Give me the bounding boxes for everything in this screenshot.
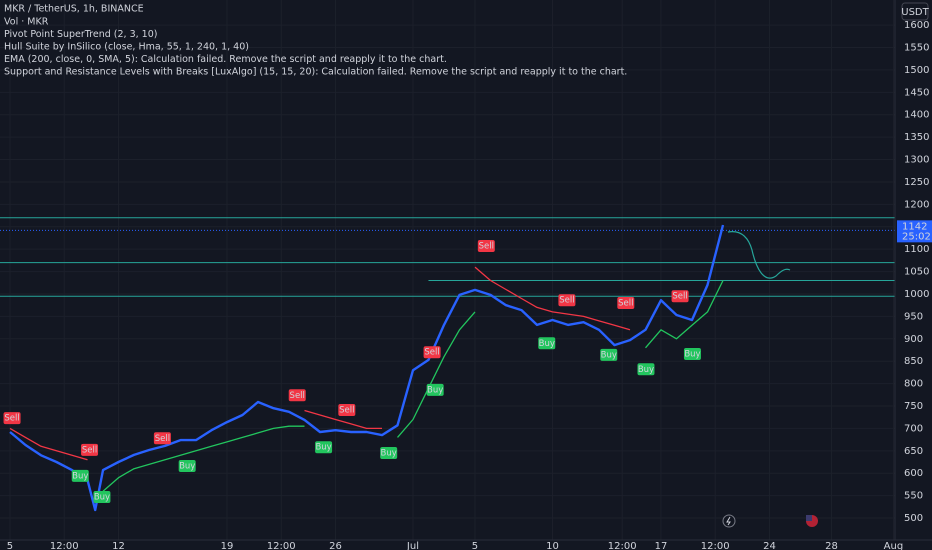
signal-text: Sell <box>618 298 633 308</box>
x-tick-label: 24 <box>763 541 776 550</box>
y-tick-label: 850 <box>904 356 923 367</box>
x-tick-label: 12:00 <box>608 541 637 550</box>
signal-label <box>600 348 618 361</box>
currency: USDT <box>901 7 929 18</box>
signal-text: Sell <box>339 406 354 416</box>
x-tick-label: 28 <box>825 541 838 550</box>
y-tick-label: 600 <box>904 468 923 479</box>
signal-text: Buy <box>427 385 443 395</box>
countdown: 25:02 <box>902 231 931 242</box>
signal-text: Buy <box>94 492 110 502</box>
y-tick-label: 1600 <box>904 20 929 31</box>
signal-label <box>315 441 333 454</box>
y-tick-label: 900 <box>904 334 923 345</box>
signal-text: Buy <box>179 462 195 472</box>
x-tick-label: 12:00 <box>267 541 296 550</box>
indicator-label: Pivot Point SuperTrend (2, 3, 10) <box>4 29 157 40</box>
y-tick-label: 1000 <box>904 289 929 300</box>
signal-label <box>71 469 89 482</box>
signal-text: Sell <box>559 296 574 306</box>
y-tick-label: 700 <box>904 423 923 434</box>
y-tick-label: 1250 <box>904 177 929 188</box>
signal-label <box>538 337 556 350</box>
signal-text: Buy <box>601 350 617 360</box>
x-tick-label: 5 <box>472 541 478 550</box>
indicator-label: EMA (200, close, 0, SMA, 5): Calculation… <box>4 54 447 65</box>
x-tick-label: 12 <box>112 541 125 550</box>
signal-text: Sell <box>4 414 19 424</box>
x-tick-label: 19 <box>221 541 234 550</box>
signal-label <box>426 383 444 396</box>
signal-label <box>153 432 171 445</box>
signal-label <box>338 404 356 417</box>
x-tick-label: 10 <box>546 541 559 550</box>
signal-label <box>380 447 398 460</box>
x-tick-label: 5 <box>7 541 13 550</box>
y-tick-label: 1450 <box>904 87 929 98</box>
axes: 500 550 600 650 700 750 800 850 900 950 1000 1050 11… <box>7 20 932 550</box>
trend-line <box>102 280 724 492</box>
y-tick-label: 800 <box>904 379 923 390</box>
x-tick-label: Aug <box>884 541 904 550</box>
signal-label <box>683 348 701 361</box>
y-tick-label: 1050 <box>904 267 929 278</box>
signal-text: Buy <box>72 471 88 481</box>
signal-label <box>81 443 99 456</box>
price-line <box>9 224 725 512</box>
signal-label <box>93 490 111 503</box>
signal-label <box>617 296 635 309</box>
y-tick-label: 550 <box>904 491 923 502</box>
indicator-label: Hull Suite by InSilico (close, Hma, 55, … <box>4 42 249 53</box>
signal-text: Buy <box>539 339 555 349</box>
forecast-curve <box>727 231 791 279</box>
signal-label <box>288 389 306 402</box>
trend-line <box>9 266 631 461</box>
y-tick-label: 1550 <box>904 43 929 54</box>
flash-icon[interactable] <box>722 514 736 528</box>
signal-text: Buy <box>381 449 397 459</box>
signal-label <box>558 294 576 307</box>
signal-label <box>637 363 655 376</box>
y-tick-label: 1400 <box>904 110 929 121</box>
y-tick-label: 1500 <box>904 65 929 76</box>
signal-label <box>423 346 441 359</box>
y-tick-label: 950 <box>904 311 923 322</box>
signal-text: Sell <box>479 242 494 252</box>
signal-text: Sell <box>672 292 687 302</box>
x-tick-label: Jul <box>406 541 419 550</box>
signal-label <box>3 412 21 425</box>
x-tick-label: 17 <box>655 541 668 550</box>
signal-text: Sell <box>82 445 97 455</box>
x-tick-label: 12:00 <box>701 541 730 550</box>
signal-text: Sell <box>155 434 170 444</box>
signal-text: Sell <box>424 348 439 358</box>
last-price-box <box>897 220 932 243</box>
signal-text: Buy <box>638 365 654 375</box>
signal-text: Buy <box>315 443 331 453</box>
y-tick-label: 1350 <box>904 132 929 143</box>
signal-label <box>477 240 495 253</box>
y-tick-label: 650 <box>904 446 923 457</box>
x-tick-label: 12:00 <box>50 541 79 550</box>
signal-label <box>671 290 689 303</box>
plot: Sell Sell Sell Sell Sell Sell Sell Sell Sell Sell… <box>0 217 895 512</box>
y-tick-label: 1200 <box>904 199 929 210</box>
flag-icon[interactable] <box>806 515 818 527</box>
symbol-title: MKR / TetherUS, 1h, BINANCE <box>4 4 144 15</box>
x-tick-label: 26 <box>329 541 342 550</box>
indicator-label: Vol · MKR <box>4 17 49 28</box>
currency-box[interactable] <box>901 2 929 21</box>
signal-label <box>178 460 196 473</box>
signal-text: Sell <box>290 391 305 401</box>
indicator-label: Support and Resistance Levels with Break… <box>4 67 627 78</box>
y-tick-label: 1300 <box>904 155 929 166</box>
y-tick-label: 750 <box>904 401 923 412</box>
signal-text: Buy <box>684 350 700 360</box>
y-tick-label: 1100 <box>904 244 929 255</box>
last-price: 1142 <box>902 221 927 232</box>
y-tick-label: 500 <box>904 513 923 524</box>
